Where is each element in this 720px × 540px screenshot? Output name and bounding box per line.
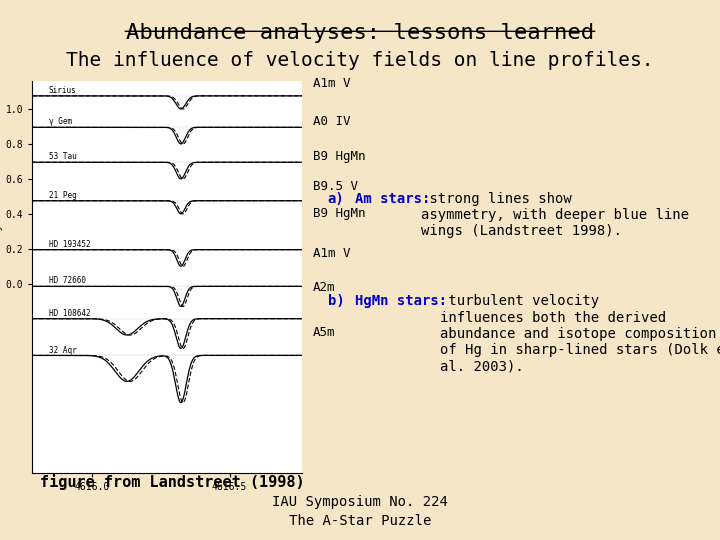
Text: Sirius: Sirius [48,86,76,95]
Text: A2m: A2m [313,281,336,294]
Text: γ Gem: γ Gem [48,117,72,126]
Text: a): a) [328,192,344,206]
Y-axis label: relative intensity: relative intensity [0,224,3,329]
Text: 32 Aqr: 32 Aqr [48,346,76,355]
Text: B9 HgMn: B9 HgMn [313,150,366,163]
Text: IAU Symposium No. 224: IAU Symposium No. 224 [272,495,448,509]
Text: B9 HgMn: B9 HgMn [313,207,366,220]
Text: 21 Peg: 21 Peg [48,191,76,200]
Text: HgMn stars:: HgMn stars: [355,294,447,308]
Text: A1m V: A1m V [313,77,351,90]
Text: figure from Landstreet (1998): figure from Landstreet (1998) [40,474,305,490]
Text: The A-Star Puzzle: The A-Star Puzzle [289,514,431,528]
Text: B9.5 V: B9.5 V [313,180,359,193]
Text: A1m V: A1m V [313,247,351,260]
Text: turbulent velocity
influences both the derived
abundance and isotope composition: turbulent velocity influences both the d… [440,294,720,373]
Text: HD 108642: HD 108642 [48,309,90,318]
Text: b): b) [328,294,344,308]
Text: Abundance analyses: lessons learned: Abundance analyses: lessons learned [126,23,594,43]
Text: A0 IV: A0 IV [313,115,351,128]
Text: A5m: A5m [313,326,336,339]
Text: strong lines show
asymmetry, with deeper blue line
wings (Landstreet 1998).: strong lines show asymmetry, with deeper… [421,192,689,238]
Text: 53 Tau: 53 Tau [48,152,76,161]
Text: HD 72660: HD 72660 [48,276,86,286]
Text: The influence of velocity fields on line profiles.: The influence of velocity fields on line… [66,51,654,70]
Text: Am stars:: Am stars: [355,192,431,206]
Text: HD 193452: HD 193452 [48,240,90,249]
